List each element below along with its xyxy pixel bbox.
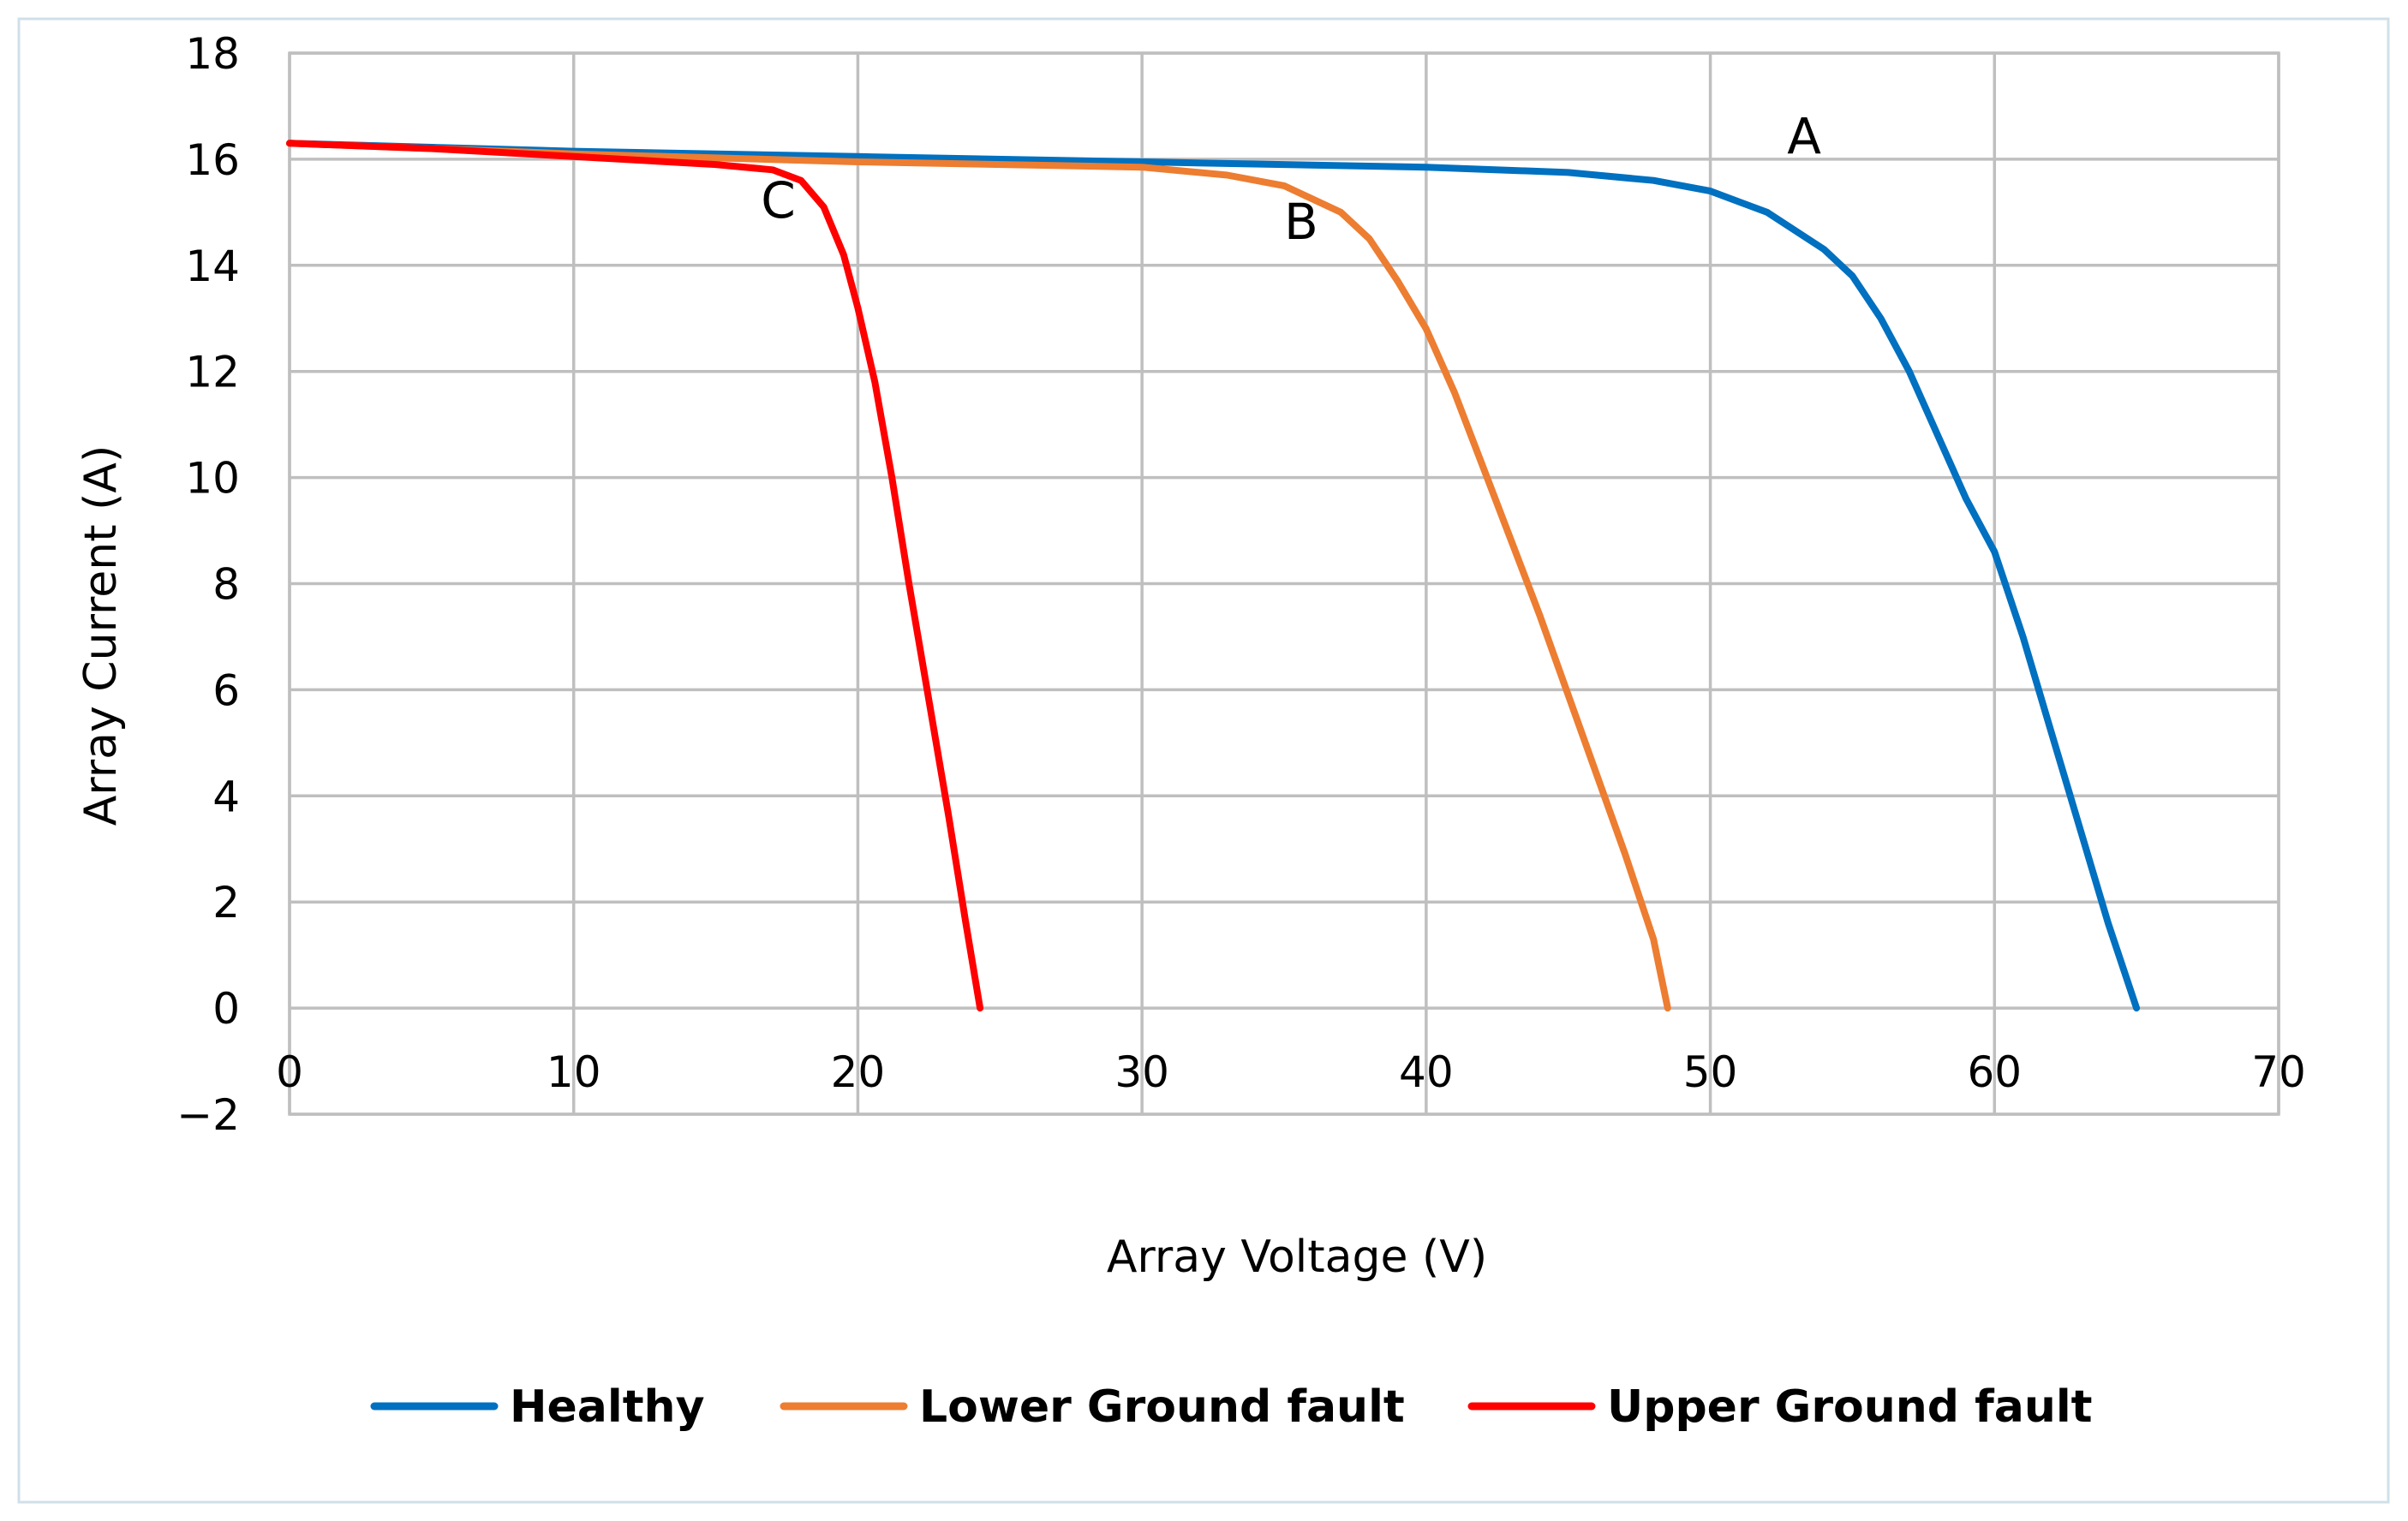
y-tick-label: 0 bbox=[212, 984, 240, 1034]
x-tick-label: 20 bbox=[831, 1047, 886, 1097]
y-tick-label: 16 bbox=[185, 135, 240, 185]
x-tick-label: 70 bbox=[2251, 1047, 2306, 1097]
y-tick-label: 14 bbox=[185, 242, 240, 291]
x-tick-label: 30 bbox=[1114, 1047, 1169, 1097]
y-tick-label: 4 bbox=[212, 772, 240, 821]
x-axis-title: Array Voltage (V) bbox=[1107, 1232, 1487, 1283]
x-tick-label: 40 bbox=[1399, 1047, 1454, 1097]
y-axis-ticks: −2 0 2 4 6 8 10 12 14 16 18 bbox=[176, 29, 240, 1140]
y-tick-label: 8 bbox=[212, 560, 240, 610]
y-tick-label: 18 bbox=[185, 29, 240, 79]
legend-label-lower-ground-fault: Lower Ground fault bbox=[919, 1381, 1405, 1433]
plot-area bbox=[288, 51, 2280, 1116]
series bbox=[286, 140, 2141, 1012]
legend-label-healthy: Healthy bbox=[510, 1381, 704, 1433]
y-tick-label: −2 bbox=[176, 1090, 240, 1140]
annotation-c: C bbox=[761, 171, 796, 230]
y-tick-label: 10 bbox=[185, 454, 240, 504]
x-tick-label: 10 bbox=[547, 1047, 601, 1097]
x-axis-ticks: 0 10 20 30 40 50 60 70 bbox=[276, 1047, 2306, 1097]
series-line-lower-ground-fault bbox=[286, 140, 1671, 1012]
legend: Healthy Lower Ground fault Upper Ground … bbox=[370, 1381, 2093, 1433]
series-line-upper-ground-fault bbox=[286, 140, 984, 1012]
x-tick-label: 50 bbox=[1683, 1047, 1738, 1097]
x-tick-label: 60 bbox=[1967, 1047, 2022, 1097]
y-tick-label: 2 bbox=[212, 878, 240, 928]
y-tick-label: 6 bbox=[212, 665, 240, 715]
y-axis-title: Array Current (A) bbox=[75, 445, 127, 826]
annotation-b: B bbox=[1284, 193, 1318, 251]
annotations: A B C bbox=[761, 108, 1821, 251]
legend-label-upper-ground-fault: Upper Ground fault bbox=[1607, 1381, 2093, 1433]
x-tick-label: 0 bbox=[276, 1047, 303, 1097]
series-line-healthy bbox=[286, 140, 2141, 1012]
y-tick-label: 12 bbox=[185, 348, 240, 397]
annotation-a: A bbox=[1787, 108, 1821, 166]
